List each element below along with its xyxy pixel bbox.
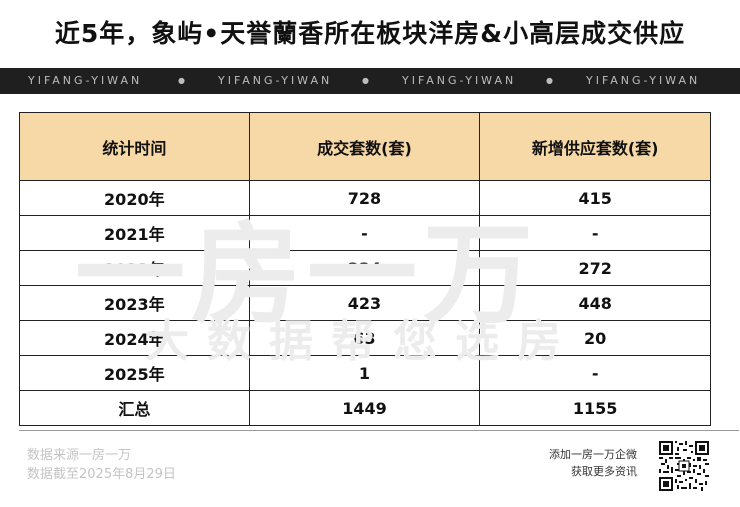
qr-code-icon[interactable] — [659, 441, 709, 491]
header-period: 统计时间 — [19, 112, 250, 181]
cell-period: 汇总 — [19, 390, 250, 426]
band-text-4: YIFANG-YIWAN — [586, 74, 701, 87]
table-row: 2022年 234 272 — [19, 250, 711, 286]
wechat-cta-line1: 添加一房一万企微 — [549, 448, 637, 461]
cell-period: 2022年 — [19, 250, 250, 286]
cell-supply: - — [479, 215, 711, 251]
band-text-3: YIFANG-YIWAN — [402, 74, 517, 87]
table-row: 2025年 1 - — [19, 355, 711, 391]
brand-band: YIFANG-YIWAN ● YIFANG-YIWAN ● YIFANG-YIW… — [0, 68, 740, 94]
band-text-2: YIFANG-YIWAN — [218, 74, 333, 87]
footer-divider — [19, 430, 739, 431]
band-dot-2: ● — [362, 76, 372, 85]
header-supply: 新增供应套数(套) — [479, 112, 711, 181]
data-cutoff-note: 数据截至2025年8月29日 — [27, 467, 176, 482]
cell-period: 2021年 — [19, 215, 250, 251]
table-row: 2020年 728 415 — [19, 180, 711, 216]
table-row: 2023年 423 448 — [19, 285, 711, 321]
band-text-1: YIFANG-YIWAN — [28, 74, 143, 87]
cell-supply: 448 — [479, 285, 711, 321]
table-total-row: 汇总 1449 1155 — [19, 390, 711, 426]
cell-supply: 415 — [479, 180, 711, 216]
cell-deals: 234 — [248, 250, 481, 286]
cell-supply: 20 — [479, 320, 711, 356]
cell-deals: 63 — [248, 320, 481, 356]
page-title: 近5年，象屿•天誉蘭香所在板块洋房&小高层成交供应 — [54, 19, 686, 48]
table-header-row: 统计时间 成交套数(套) 新增供应套数(套) — [19, 112, 711, 181]
header-deals: 成交套数(套) — [248, 112, 481, 181]
cell-deals: 423 — [248, 285, 481, 321]
data-source-note: 数据来源一房一万 — [27, 448, 132, 463]
table-row: 2024年 63 20 — [19, 320, 711, 356]
cell-supply: 1155 — [479, 390, 711, 426]
data-table: 统计时间 成交套数(套) 新增供应套数(套) 2020年 728 415 202… — [19, 112, 711, 426]
cell-period: 2020年 — [19, 180, 250, 216]
band-dot-3: ● — [546, 76, 556, 85]
band-dot-1: ● — [178, 76, 188, 85]
cell-deals: - — [248, 215, 481, 251]
cell-period: 2023年 — [19, 285, 250, 321]
cell-supply: 272 — [479, 250, 711, 286]
cell-period: 2024年 — [19, 320, 250, 356]
cell-deals: 1449 — [248, 390, 481, 426]
cell-supply: - — [479, 355, 711, 391]
cell-deals: 728 — [248, 180, 481, 216]
cell-period: 2025年 — [19, 355, 250, 391]
wechat-cta-line2: 获取更多资讯 — [571, 465, 637, 478]
cell-deals: 1 — [248, 355, 481, 391]
table-row: 2021年 - - — [19, 215, 711, 251]
